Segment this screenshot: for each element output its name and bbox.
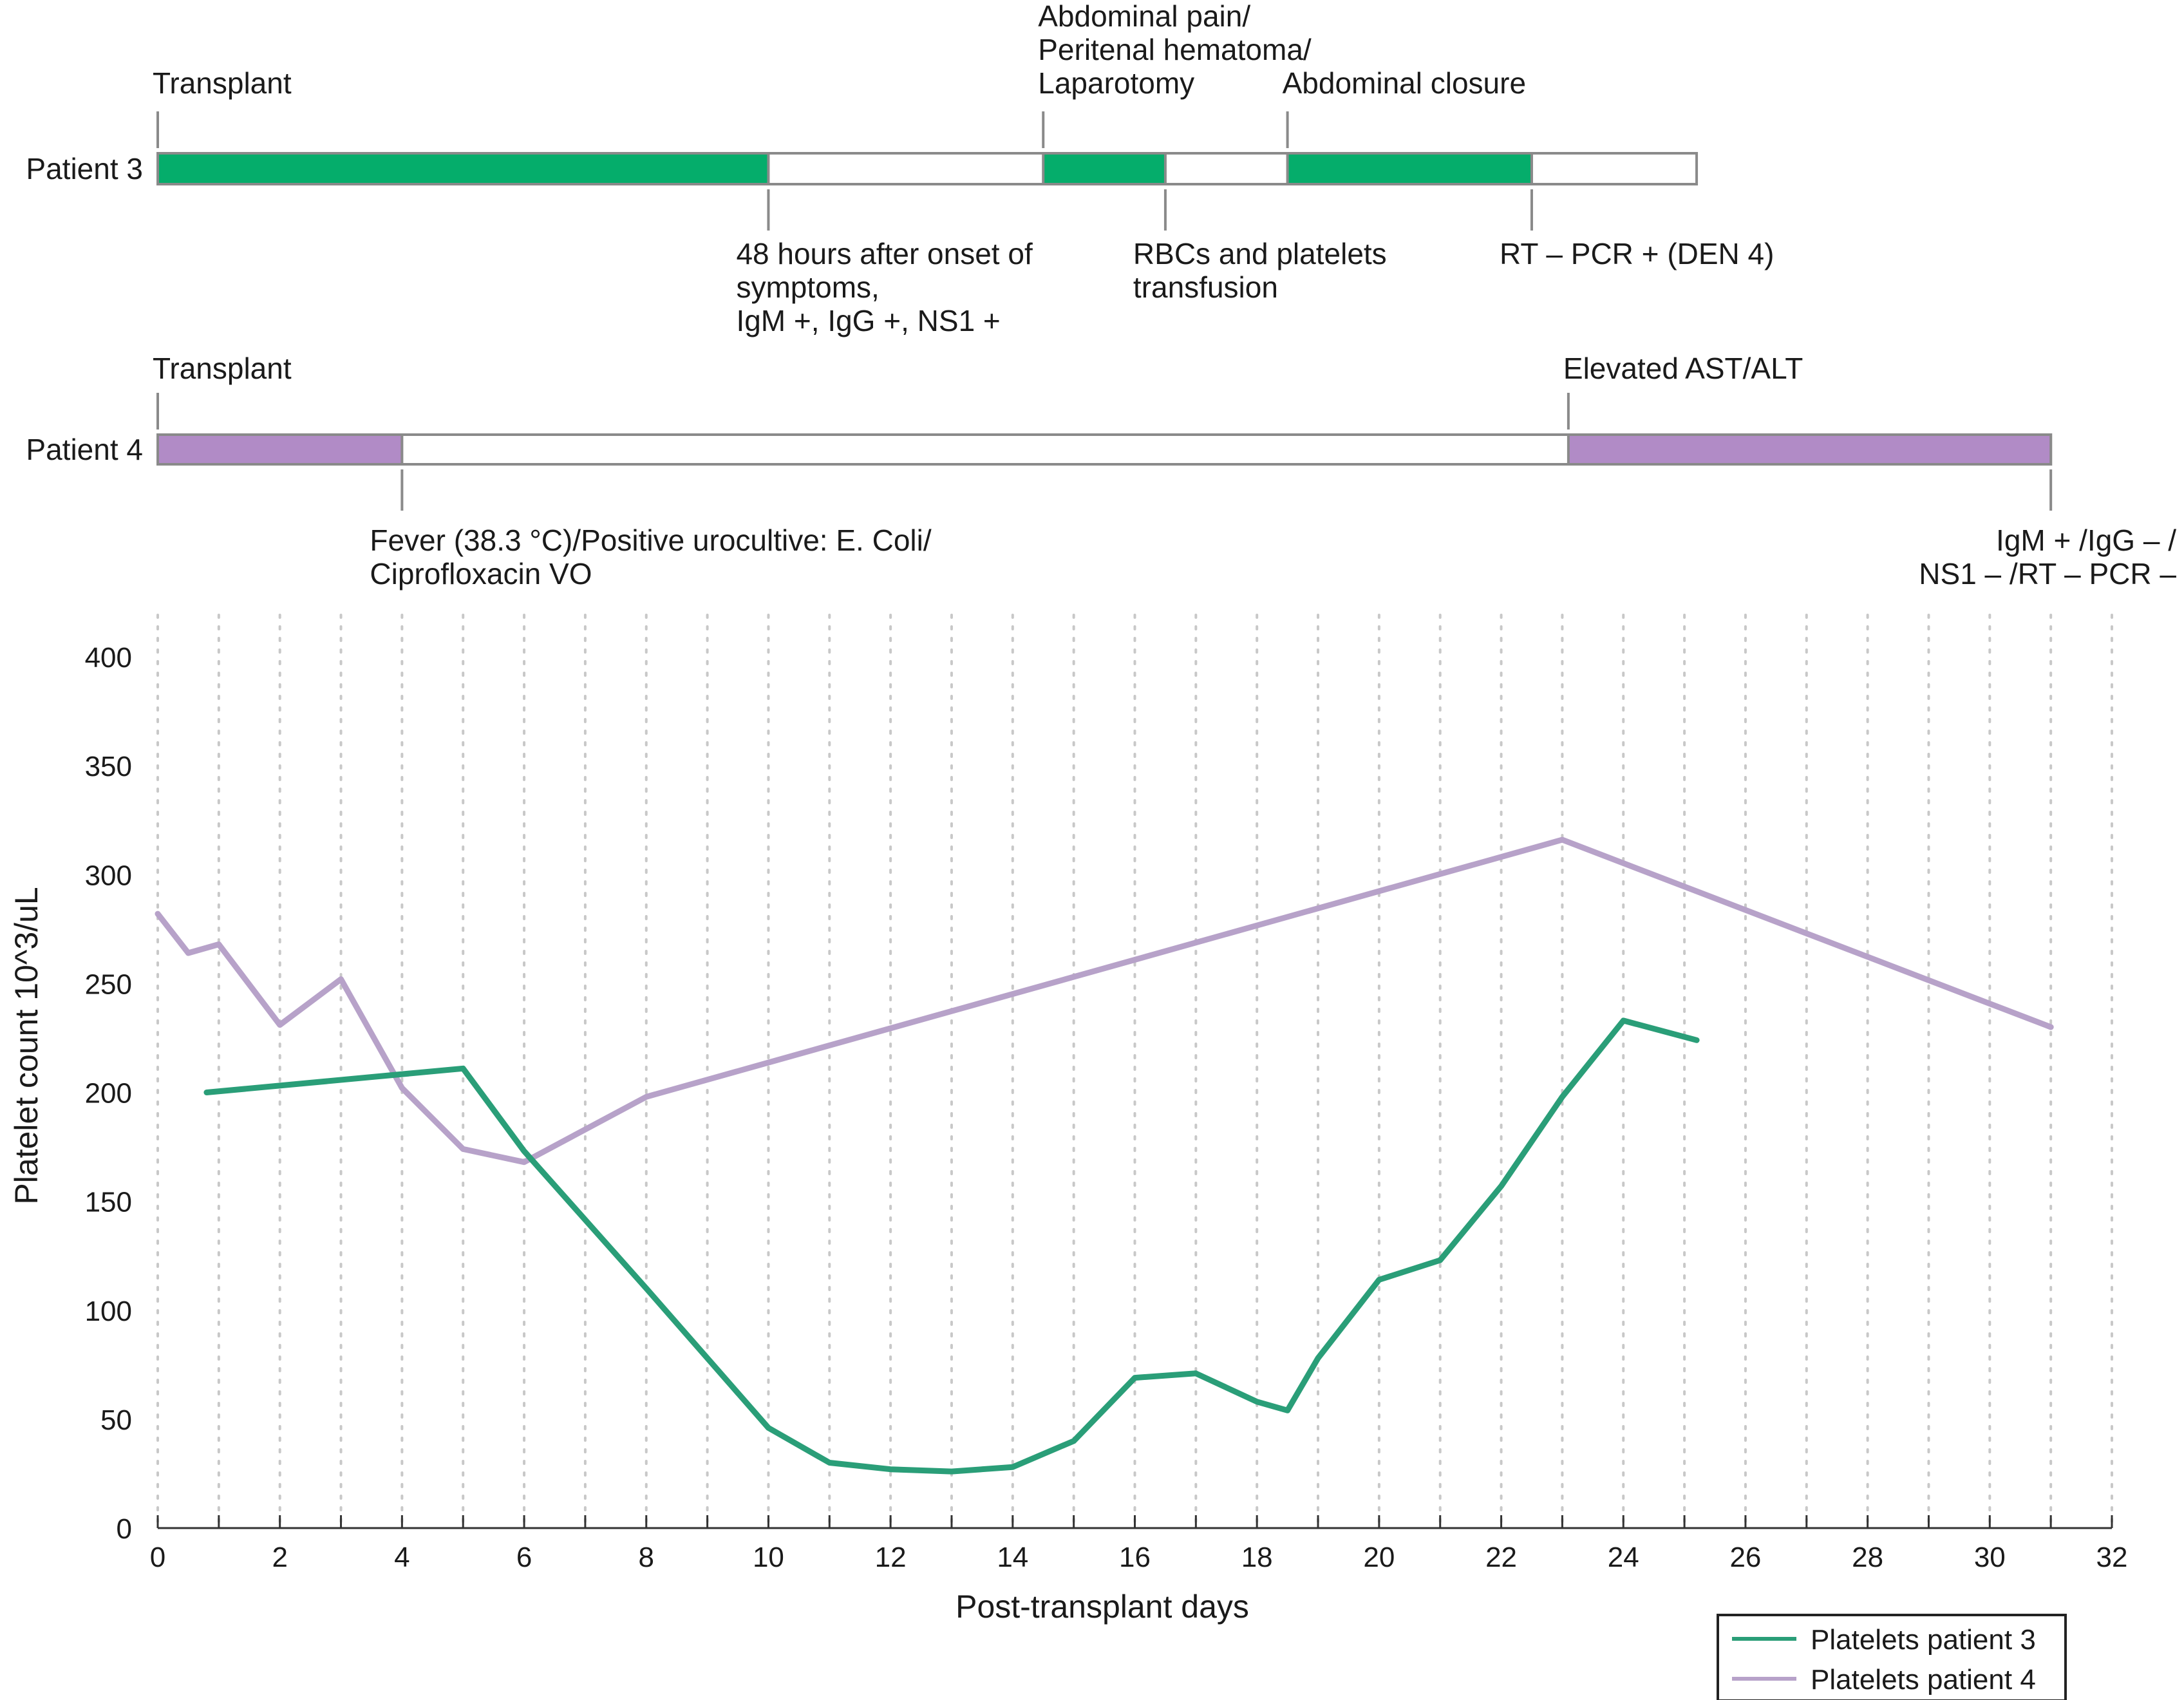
x-tick-label: 0 [150, 1542, 165, 1573]
patient3-event-label: Transplant [153, 66, 292, 100]
y-tick-label: 250 [85, 968, 132, 1000]
y-tick-label: 400 [85, 642, 132, 674]
x-tick-label: 30 [1974, 1542, 2006, 1573]
patient3-highlight-segment [156, 152, 770, 185]
x-tick-label: 26 [1729, 1542, 1761, 1573]
patient3-event-label: IgM +, IgG +, NS1 + [736, 304, 1000, 337]
x-tick-label: 28 [1852, 1542, 1883, 1573]
x-tick-label: 2 [272, 1542, 287, 1573]
x-tick-label: 32 [2096, 1542, 2128, 1573]
patient3-event-label: RT – PCR + (DEN 4) [1500, 237, 1774, 270]
vertical-gridlines [156, 614, 2113, 1529]
patient3-event-label: RBCs and platelets [1133, 237, 1387, 270]
legend-label: Platelets patient 4 [1811, 1664, 2036, 1695]
y-tick-label: 50 [100, 1404, 132, 1436]
patient3-event-label: Laparotomy [1038, 66, 1194, 100]
y-tick-label: 300 [85, 860, 132, 891]
patient4-event-label: NS1 – /RT – PCR – [1919, 557, 2176, 590]
series-line-patient-4 [155, 836, 2054, 1166]
patient4-event-label: Fever (38.3 °C)/Positive urocultive: E. … [370, 524, 931, 557]
patient4-label: Patient 4 [26, 433, 143, 466]
patient4-event-label: Elevated AST/ALT [1563, 352, 1803, 385]
timeline-panel: Patient 3 Transplant Abdominal pain/Perite… [26, 0, 2176, 590]
chart-legend: Platelets patient 3 Platelets patient 4 [1717, 1614, 2067, 1700]
y-axis-label: Platelet count 10^3/uL [8, 887, 44, 1204]
x-tick-label: 18 [1241, 1542, 1273, 1573]
patient4-event-label: IgM + /IgG – / [1996, 524, 2176, 557]
x-tick-label: 22 [1485, 1542, 1517, 1573]
x-tick-label: 14 [997, 1542, 1028, 1573]
y-tick-label: 350 [85, 751, 132, 782]
patient3-event-label: symptoms, [736, 270, 879, 304]
x-tick-label: 4 [394, 1542, 410, 1573]
platelet-chart: 0 2 4 6 8 10 12 14 16 18 20 22 24 26 28 30 3205010015020… [8, 614, 2128, 1700]
patient4-event-label: Transplant [153, 352, 292, 385]
patient4-highlight-segment [156, 433, 404, 466]
x-axis-label: Post-transplant days [956, 1589, 1249, 1625]
y-tick-label: 0 [117, 1513, 132, 1545]
patient3-label: Patient 3 [26, 152, 143, 185]
patient3-event-label: 48 hours after onset of [736, 237, 1033, 270]
chart-axes: 0 2 4 6 8 10 12 14 16 18 20 22 24 26 28 30 3205010015020… [85, 642, 2128, 1573]
x-tick-label: 20 [1363, 1542, 1395, 1573]
patient3-highlight-segment [1042, 152, 1167, 185]
x-tick-label: 8 [639, 1542, 654, 1573]
patient3-event-label: transfusion [1133, 270, 1278, 304]
legend-box [1717, 1614, 2067, 1700]
patient4-highlight-segment [1567, 433, 2053, 466]
x-tick-label: 24 [1608, 1542, 1639, 1573]
x-tick-label: 12 [875, 1542, 907, 1573]
x-tick-label: 10 [753, 1542, 784, 1573]
patient3-event-label: Peritenal hematoma/ [1038, 33, 1312, 66]
x-tick-label: 6 [516, 1542, 532, 1573]
patient4-event-label: Ciprofloxacin VO [370, 557, 592, 590]
chart-series [155, 836, 2054, 1475]
x-tick-label: 16 [1119, 1542, 1151, 1573]
series-line-patient-3 [203, 1017, 1700, 1475]
y-tick-label: 100 [85, 1296, 132, 1327]
patient3-highlight-segment [1286, 152, 1533, 185]
y-tick-label: 200 [85, 1078, 132, 1110]
patient3-event-label: Abdominal pain/ [1038, 0, 1250, 33]
patient3-event-label: Abdominal closure [1283, 66, 1526, 100]
y-tick-label: 150 [85, 1187, 132, 1218]
legend-label: Platelets patient 3 [1811, 1624, 2036, 1656]
